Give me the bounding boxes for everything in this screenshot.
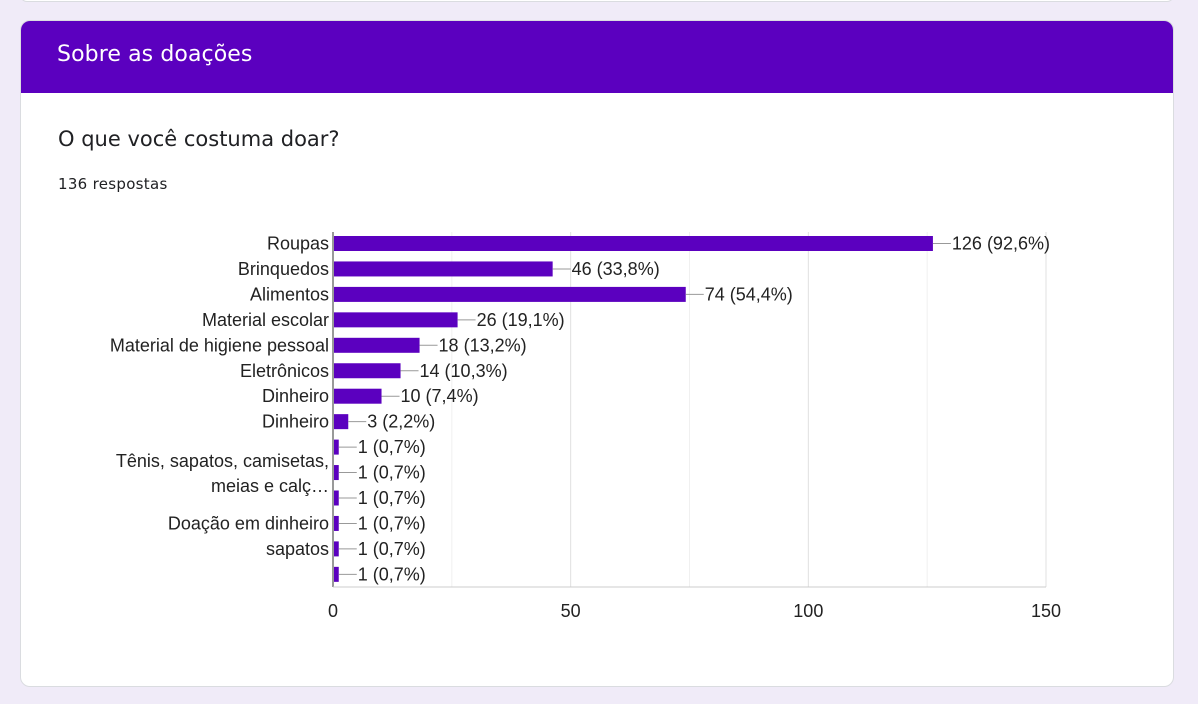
bar (334, 261, 553, 277)
data-label: 126 (92,6%) (952, 234, 1050, 254)
data-label: 1 (0,7%) (358, 513, 426, 533)
data-label: 1 (0,7%) (358, 463, 426, 483)
x-tick-label: 150 (1031, 601, 1061, 621)
bar (334, 515, 339, 531)
category-label: Material de higiene pessoal (110, 335, 329, 355)
x-tick-label: 50 (561, 601, 581, 621)
data-label: 10 (7,4%) (401, 386, 479, 406)
x-tick-label: 0 (328, 601, 338, 621)
category-label: Eletrônicos (240, 361, 329, 381)
data-label: 3 (2,2%) (367, 412, 435, 432)
data-label: 1 (0,7%) (358, 488, 426, 508)
bar (334, 286, 686, 302)
data-label: 1 (0,7%) (358, 539, 426, 559)
category-label: Tênis, sapatos, camisetas, meias e calç… (116, 451, 329, 496)
category-label: Dinheiro (262, 412, 329, 432)
bar (334, 465, 339, 481)
category-label: Doação em dinheiro (168, 513, 329, 533)
category-label: Material escolar (202, 310, 329, 330)
data-label: 1 (0,7%) (358, 564, 426, 584)
response-count: 136 respostas (58, 175, 168, 193)
category-label: Roupas (267, 234, 329, 254)
data-label: 74 (54,4%) (705, 284, 793, 304)
data-label: 46 (33,8%) (572, 259, 660, 279)
category-label: sapatos (266, 539, 329, 559)
section-header: Sobre as doações (21, 21, 1173, 93)
section-card: Sobre as doações O que você costuma doar… (20, 20, 1174, 687)
category-label: Brinquedos (238, 259, 329, 279)
bar-chart: 0 50 100 150 126 (92,6%) 46 (33,8%) 74 (54,4%)… (110, 232, 1061, 621)
category-label: Alimentos (250, 284, 329, 304)
data-label: 18 (13,2%) (439, 335, 527, 355)
bar (334, 312, 458, 328)
x-tick-label: 100 (793, 601, 823, 621)
bar (334, 337, 420, 353)
bar (334, 236, 933, 251)
category-label: Dinheiro (262, 386, 329, 406)
data-label: 14 (10,3%) (420, 361, 508, 381)
data-label: 1 (0,7%) (358, 437, 426, 457)
bar (334, 388, 382, 404)
section-title: Sobre as doações (57, 42, 253, 67)
bar (334, 414, 349, 430)
previous-card (20, 0, 1174, 2)
bar (334, 490, 339, 506)
data-label: 26 (19,1%) (477, 310, 565, 330)
question-title: O que você costuma doar? (58, 127, 340, 151)
bar (334, 363, 401, 379)
bar (334, 566, 339, 582)
bar (334, 541, 339, 557)
bar (334, 439, 339, 455)
